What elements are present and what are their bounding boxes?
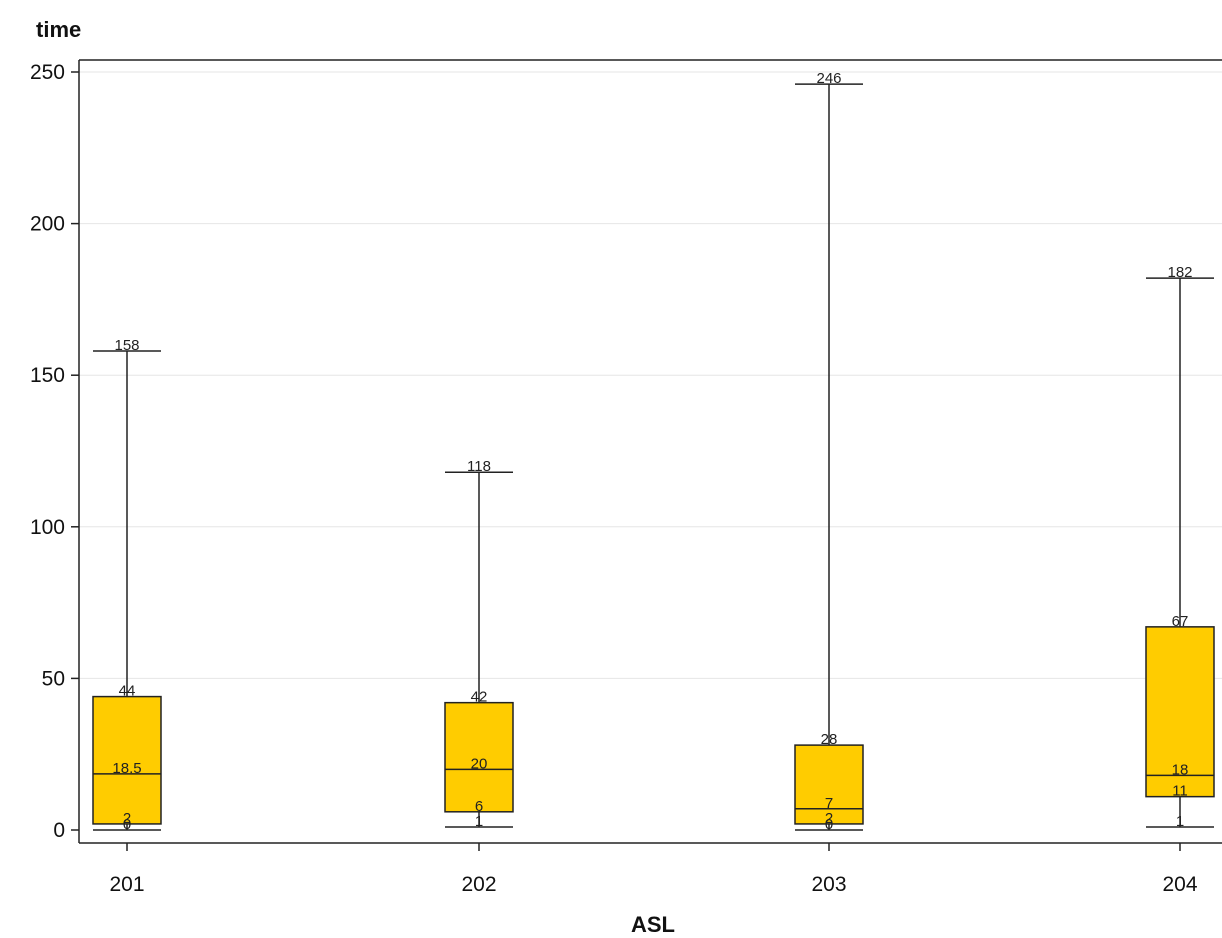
y-axis-title: time — [36, 17, 81, 42]
data-label-median: 7 — [825, 795, 833, 812]
data-label-q3: 28 — [821, 731, 838, 748]
x-tick-label: 203 — [811, 873, 846, 896]
box-203 — [794, 83, 864, 831]
box-202 — [444, 471, 514, 828]
y-tick-label: 150 — [30, 364, 65, 387]
y-tick-label: 0 — [53, 819, 65, 842]
boxes-layer — [92, 83, 1215, 831]
data-label-min: 1 — [475, 813, 483, 830]
data-label-min: 1 — [1176, 813, 1184, 830]
x-tick-label: 202 — [461, 873, 496, 896]
data-label-q1: 2 — [123, 810, 131, 827]
data-label-q3: 67 — [1172, 613, 1189, 630]
x-tick-label: 204 — [1162, 873, 1197, 896]
y-tick-label: 50 — [42, 667, 65, 690]
iqr-box — [92, 695, 162, 825]
data-label-q1: 2 — [825, 810, 833, 827]
data-label-median: 20 — [471, 755, 488, 772]
x-tick-label: 201 — [109, 873, 144, 896]
gridlines — [79, 71, 1222, 679]
y-tick-label: 200 — [30, 213, 65, 236]
x-axis-title: ASL — [631, 912, 675, 937]
data-label-max: 118 — [467, 458, 491, 475]
iqr-box — [1145, 626, 1215, 798]
data-label-q3: 44 — [119, 683, 136, 700]
data-label-q3: 42 — [471, 689, 488, 706]
data-label-max: 246 — [816, 70, 841, 87]
box-204 — [1145, 277, 1215, 828]
iqr-box — [794, 744, 864, 825]
iqr-box — [444, 701, 514, 813]
data-label-median: 18 — [1172, 761, 1189, 778]
data-label-q1: 11 — [1172, 783, 1188, 800]
y-tick-label: 100 — [30, 516, 65, 539]
data-label-max: 158 — [114, 337, 139, 354]
data-label-min: 0 — [123, 816, 131, 833]
data-label-max: 182 — [1167, 264, 1192, 281]
data-label-median: 18.5 — [112, 760, 141, 777]
box-201 — [92, 350, 162, 831]
data-label-min: 0 — [825, 816, 833, 833]
y-tick-label: 250 — [30, 61, 65, 84]
data-label-q1: 6 — [475, 798, 483, 815]
